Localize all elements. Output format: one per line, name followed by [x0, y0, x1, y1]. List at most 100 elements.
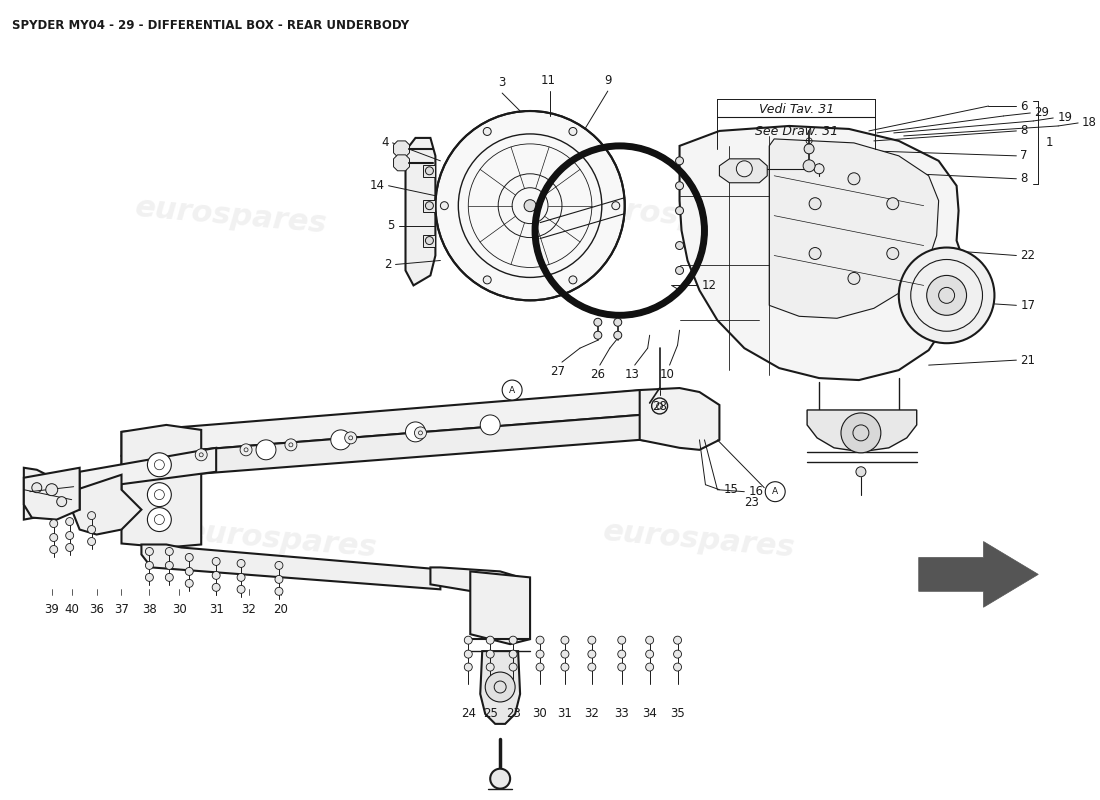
Circle shape	[899, 247, 994, 343]
Text: 18: 18	[1082, 117, 1097, 130]
Text: 15: 15	[724, 483, 738, 496]
Circle shape	[147, 482, 172, 506]
Circle shape	[810, 247, 821, 259]
Circle shape	[614, 331, 622, 339]
Circle shape	[147, 508, 172, 531]
Circle shape	[618, 650, 626, 658]
Text: 14: 14	[370, 179, 385, 192]
Circle shape	[536, 663, 544, 671]
Circle shape	[486, 663, 494, 671]
Polygon shape	[640, 388, 719, 450]
Circle shape	[212, 571, 220, 579]
Circle shape	[256, 440, 276, 460]
Circle shape	[46, 484, 57, 496]
Circle shape	[331, 430, 351, 450]
Circle shape	[238, 586, 245, 594]
Circle shape	[344, 432, 356, 444]
Circle shape	[275, 575, 283, 583]
Circle shape	[587, 636, 596, 644]
Circle shape	[165, 547, 174, 555]
Circle shape	[524, 200, 536, 212]
Text: 36: 36	[89, 603, 104, 616]
Circle shape	[561, 636, 569, 644]
Circle shape	[406, 422, 426, 442]
Circle shape	[145, 547, 153, 555]
Circle shape	[240, 444, 252, 456]
Text: 13: 13	[625, 368, 639, 381]
Circle shape	[66, 518, 74, 526]
Circle shape	[285, 439, 297, 451]
Polygon shape	[142, 545, 440, 590]
Circle shape	[804, 144, 814, 154]
Circle shape	[238, 574, 245, 582]
Circle shape	[238, 559, 245, 567]
Circle shape	[464, 636, 472, 644]
Circle shape	[646, 636, 653, 644]
Circle shape	[766, 482, 785, 502]
Circle shape	[165, 562, 174, 570]
Polygon shape	[680, 126, 964, 380]
Text: 33: 33	[615, 707, 629, 720]
Text: 29: 29	[1034, 106, 1049, 119]
Circle shape	[646, 663, 653, 671]
Circle shape	[646, 650, 653, 658]
Text: 21: 21	[1021, 354, 1035, 366]
Text: 9: 9	[604, 74, 612, 87]
Circle shape	[926, 275, 967, 315]
Text: 2: 2	[384, 258, 392, 271]
Circle shape	[436, 111, 625, 300]
Polygon shape	[24, 468, 79, 519]
Circle shape	[50, 546, 57, 554]
Circle shape	[485, 672, 515, 702]
Circle shape	[675, 266, 683, 274]
Circle shape	[145, 562, 153, 570]
Circle shape	[440, 202, 449, 210]
Circle shape	[195, 449, 207, 461]
Text: 37: 37	[114, 603, 129, 616]
Circle shape	[66, 531, 74, 539]
Circle shape	[675, 242, 683, 250]
Text: eurospares: eurospares	[184, 517, 378, 562]
Text: 22: 22	[1021, 249, 1035, 262]
Circle shape	[147, 453, 172, 477]
Circle shape	[464, 650, 472, 658]
Text: 32: 32	[242, 603, 256, 616]
Circle shape	[275, 562, 283, 570]
Circle shape	[481, 415, 500, 435]
Text: 38: 38	[142, 603, 157, 616]
Circle shape	[426, 202, 433, 210]
Circle shape	[486, 650, 494, 658]
Circle shape	[415, 427, 427, 439]
Circle shape	[618, 636, 626, 644]
Polygon shape	[121, 390, 680, 456]
Circle shape	[618, 663, 626, 671]
Circle shape	[426, 237, 433, 245]
Circle shape	[185, 567, 194, 575]
Text: A: A	[772, 487, 779, 496]
Text: 34: 34	[642, 707, 657, 720]
Text: 35: 35	[670, 707, 685, 720]
Circle shape	[594, 331, 602, 339]
Polygon shape	[918, 542, 1038, 607]
Polygon shape	[394, 155, 409, 170]
Text: 28: 28	[652, 400, 667, 413]
Polygon shape	[430, 567, 520, 599]
Text: 31: 31	[209, 603, 223, 616]
Circle shape	[810, 198, 821, 210]
Text: 16: 16	[748, 485, 763, 498]
Polygon shape	[769, 139, 938, 318]
Circle shape	[212, 558, 220, 566]
Text: 5: 5	[387, 219, 395, 232]
Circle shape	[561, 650, 569, 658]
Circle shape	[275, 587, 283, 595]
Polygon shape	[79, 448, 217, 490]
Circle shape	[651, 398, 668, 414]
Circle shape	[483, 127, 492, 135]
Text: eurospares: eurospares	[582, 193, 777, 238]
Polygon shape	[719, 159, 767, 182]
Circle shape	[673, 636, 682, 644]
Circle shape	[185, 579, 194, 587]
Circle shape	[561, 663, 569, 671]
Text: eurospares: eurospares	[602, 517, 796, 562]
Text: 20: 20	[274, 603, 288, 616]
